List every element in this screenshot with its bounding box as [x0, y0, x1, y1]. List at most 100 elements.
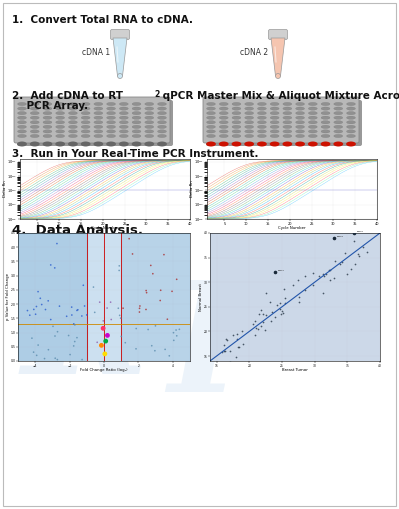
Ellipse shape	[107, 107, 116, 110]
Ellipse shape	[158, 121, 166, 124]
Ellipse shape	[17, 142, 27, 147]
Ellipse shape	[43, 111, 52, 115]
Ellipse shape	[270, 107, 279, 110]
Ellipse shape	[119, 125, 128, 128]
Ellipse shape	[56, 116, 65, 119]
Ellipse shape	[119, 142, 129, 147]
Ellipse shape	[308, 125, 317, 128]
Ellipse shape	[321, 111, 330, 115]
Ellipse shape	[207, 111, 215, 115]
Ellipse shape	[207, 125, 215, 128]
Ellipse shape	[145, 134, 154, 137]
Ellipse shape	[30, 130, 39, 133]
Ellipse shape	[308, 107, 317, 110]
Ellipse shape	[69, 125, 77, 128]
Ellipse shape	[18, 111, 26, 115]
Ellipse shape	[219, 116, 228, 119]
Ellipse shape	[308, 134, 317, 137]
Ellipse shape	[132, 130, 141, 133]
Ellipse shape	[69, 102, 77, 105]
Ellipse shape	[43, 121, 52, 124]
Ellipse shape	[257, 142, 267, 147]
Ellipse shape	[308, 102, 317, 105]
Ellipse shape	[30, 107, 39, 110]
Ellipse shape	[81, 121, 90, 124]
Ellipse shape	[207, 116, 215, 119]
Ellipse shape	[245, 111, 254, 115]
Ellipse shape	[232, 125, 241, 128]
Ellipse shape	[117, 73, 122, 78]
Ellipse shape	[94, 121, 103, 124]
Ellipse shape	[30, 134, 39, 137]
Ellipse shape	[245, 121, 254, 124]
Ellipse shape	[275, 73, 280, 78]
Ellipse shape	[219, 125, 228, 128]
Ellipse shape	[30, 102, 39, 105]
Ellipse shape	[206, 142, 216, 147]
Ellipse shape	[219, 102, 228, 105]
Ellipse shape	[244, 142, 254, 147]
Ellipse shape	[321, 125, 330, 128]
Ellipse shape	[132, 102, 141, 105]
Ellipse shape	[219, 142, 229, 147]
Text: 2: 2	[154, 90, 159, 99]
Ellipse shape	[18, 134, 26, 137]
Ellipse shape	[270, 116, 279, 119]
Ellipse shape	[107, 102, 116, 105]
Ellipse shape	[321, 102, 330, 105]
Ellipse shape	[334, 107, 343, 110]
Ellipse shape	[347, 125, 356, 128]
Ellipse shape	[158, 116, 166, 119]
Ellipse shape	[94, 111, 103, 115]
Text: cDNA 1: cDNA 1	[82, 47, 110, 56]
Ellipse shape	[119, 111, 128, 115]
Ellipse shape	[207, 121, 215, 124]
Ellipse shape	[158, 130, 166, 133]
Ellipse shape	[158, 102, 166, 105]
Ellipse shape	[107, 134, 116, 137]
Ellipse shape	[157, 142, 167, 147]
Ellipse shape	[347, 116, 356, 119]
Ellipse shape	[257, 125, 267, 128]
FancyBboxPatch shape	[111, 30, 130, 40]
Ellipse shape	[144, 142, 154, 147]
Polygon shape	[271, 38, 285, 76]
Ellipse shape	[321, 134, 330, 137]
Ellipse shape	[207, 130, 215, 133]
Ellipse shape	[132, 134, 141, 137]
Ellipse shape	[261, 167, 319, 207]
Ellipse shape	[94, 107, 103, 110]
Ellipse shape	[145, 111, 154, 115]
Ellipse shape	[283, 107, 292, 110]
Text: 3.  Run in Your Real-Time PCR Instrument.: 3. Run in Your Real-Time PCR Instrument.	[12, 149, 259, 159]
Ellipse shape	[347, 111, 356, 115]
Ellipse shape	[81, 142, 91, 147]
Ellipse shape	[158, 125, 166, 128]
Ellipse shape	[296, 116, 304, 119]
Text: 1.  Convert Total RNA to cDNA.: 1. Convert Total RNA to cDNA.	[12, 15, 193, 25]
Ellipse shape	[56, 125, 65, 128]
Ellipse shape	[308, 111, 317, 115]
Ellipse shape	[232, 116, 241, 119]
Ellipse shape	[158, 107, 166, 110]
Ellipse shape	[207, 134, 215, 137]
FancyBboxPatch shape	[206, 100, 362, 146]
Ellipse shape	[107, 121, 116, 124]
Ellipse shape	[145, 107, 154, 110]
Ellipse shape	[56, 111, 65, 115]
Ellipse shape	[308, 116, 317, 119]
Ellipse shape	[283, 102, 292, 105]
Ellipse shape	[145, 116, 154, 119]
Ellipse shape	[68, 142, 78, 147]
Ellipse shape	[282, 142, 292, 147]
Ellipse shape	[334, 121, 343, 124]
Ellipse shape	[296, 107, 304, 110]
Ellipse shape	[43, 142, 52, 147]
Ellipse shape	[81, 102, 90, 105]
Ellipse shape	[119, 130, 128, 133]
Ellipse shape	[69, 107, 77, 110]
Ellipse shape	[55, 142, 65, 147]
FancyBboxPatch shape	[17, 100, 173, 146]
Ellipse shape	[94, 102, 103, 105]
Ellipse shape	[334, 130, 343, 133]
